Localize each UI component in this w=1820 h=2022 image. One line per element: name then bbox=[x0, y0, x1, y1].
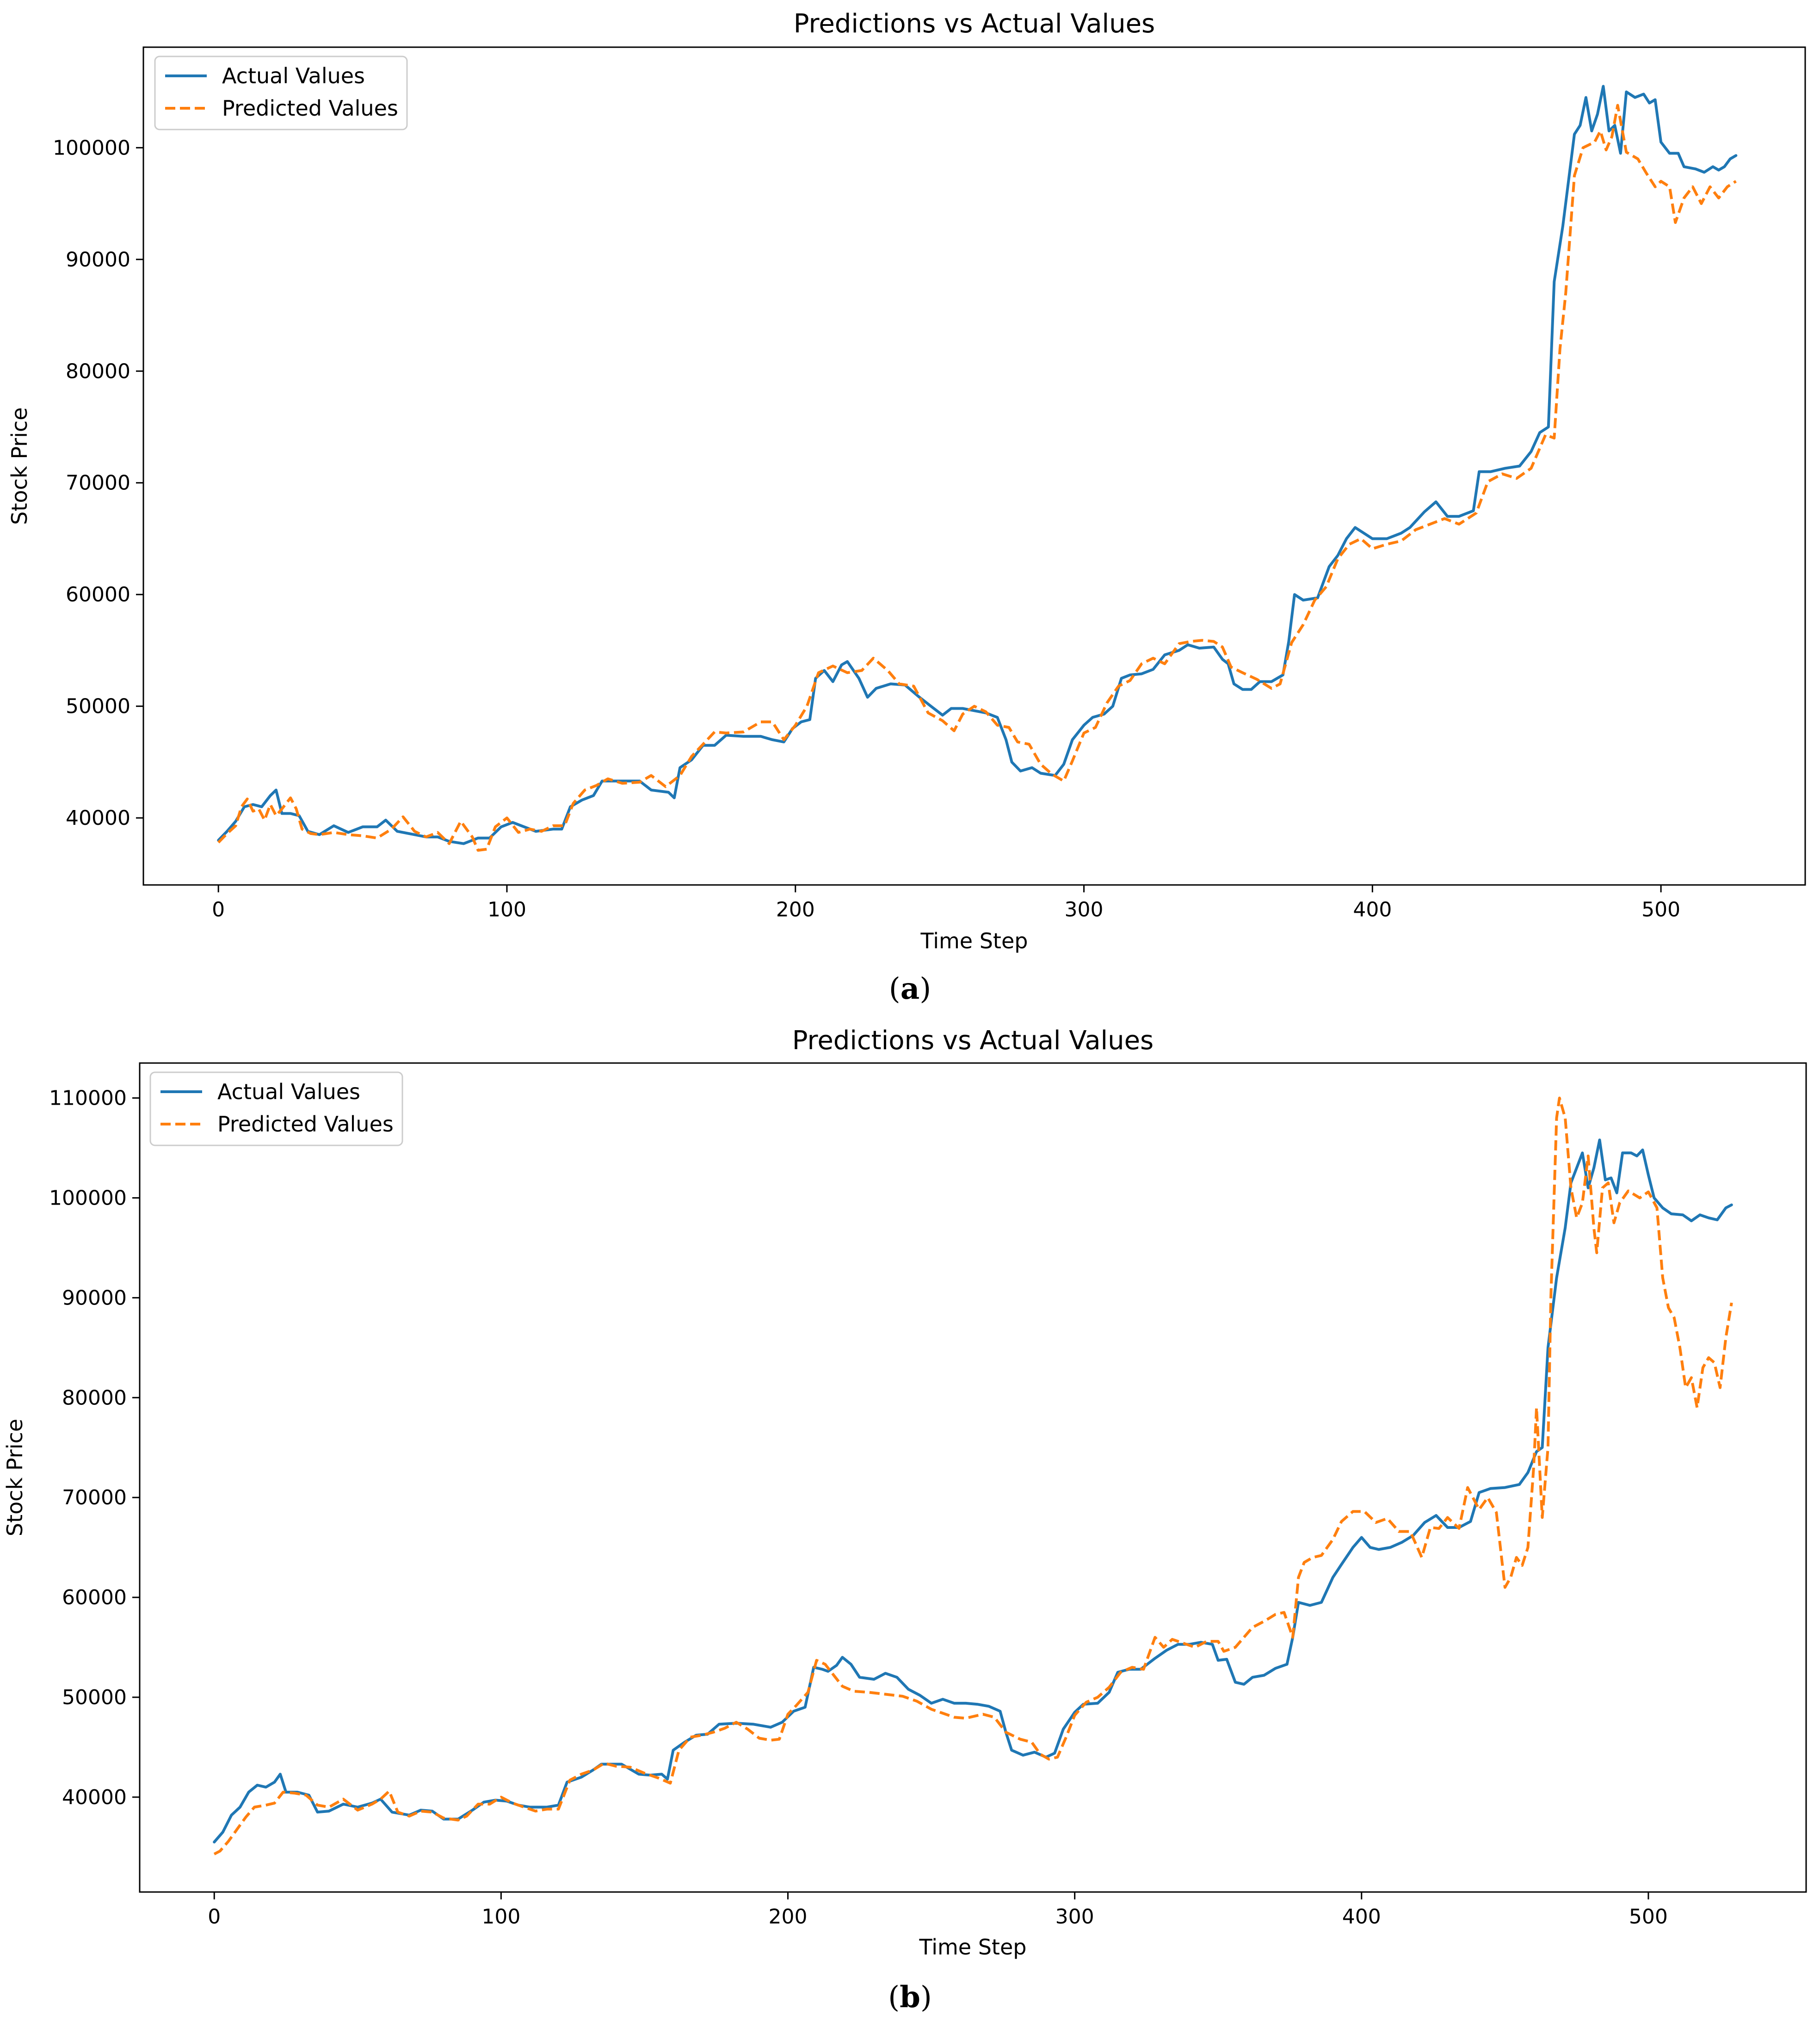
chart-b: Predictions vs Actual Values 0 100 200 300 40… bbox=[2, 1026, 1807, 1960]
y-tick-label: 80000 bbox=[66, 359, 130, 383]
chart-title: Predictions vs Actual Values bbox=[792, 1026, 1154, 1056]
y-tick-label: 50000 bbox=[66, 695, 130, 718]
legend: Actual Values Predicted Values bbox=[154, 56, 408, 130]
legend-label: Actual Values bbox=[222, 63, 365, 88]
x-axis-label: Time Step bbox=[920, 928, 1028, 953]
legend-label: Actual Values bbox=[217, 1079, 360, 1104]
y-tick-label: 110000 bbox=[49, 1087, 127, 1110]
plot-lines bbox=[217, 85, 1738, 852]
y-tick-label: 40000 bbox=[62, 1786, 127, 1809]
x-tick-label: 100 bbox=[481, 1905, 520, 1929]
x-tick-label: 300 bbox=[1055, 1905, 1094, 1929]
plot-lines bbox=[213, 1096, 1733, 1855]
y-tick-label: 70000 bbox=[62, 1486, 127, 1509]
series-line-predicted-values bbox=[217, 104, 1737, 852]
plot-frame bbox=[139, 1062, 1807, 1893]
y-axis-label: Stock Price bbox=[7, 407, 32, 525]
x-tick-label: 0 bbox=[208, 1905, 221, 1929]
chart-title: Predictions vs Actual Values bbox=[794, 9, 1155, 39]
y-tick-label: 90000 bbox=[66, 248, 130, 272]
series-line-actual-values bbox=[217, 85, 1738, 845]
y-tick-label: 60000 bbox=[66, 583, 130, 606]
x-tick-label: 400 bbox=[1342, 1905, 1381, 1929]
x-axis-label: Time Step bbox=[919, 1935, 1027, 1960]
y-tick-label: 60000 bbox=[62, 1586, 127, 1609]
y-tick-label: 80000 bbox=[62, 1386, 127, 1410]
y-tick-label: 40000 bbox=[66, 806, 130, 830]
caption-a: (a) bbox=[888, 971, 932, 1006]
series-line-actual-values bbox=[213, 1138, 1733, 1843]
y-tick-label: 70000 bbox=[66, 471, 130, 495]
x-tick-label: 200 bbox=[776, 898, 815, 921]
plot-frame bbox=[142, 46, 1806, 886]
x-tick-label: 100 bbox=[487, 898, 526, 921]
y-tick-label: 50000 bbox=[62, 1686, 127, 1709]
legend-box bbox=[149, 1071, 403, 1146]
y-axis-label: Stock Price bbox=[2, 1419, 27, 1536]
chart-a: Predictions vs Actual Values 0 100 200 300 40… bbox=[7, 9, 1806, 953]
legend-box bbox=[154, 56, 408, 130]
x-tick-label: 400 bbox=[1353, 898, 1392, 921]
x-tick-label: 500 bbox=[1629, 1905, 1668, 1929]
series-line-predicted-values bbox=[213, 1096, 1733, 1855]
legend-label: Predicted Values bbox=[217, 1112, 394, 1137]
y-tick-label: 100000 bbox=[49, 1186, 127, 1210]
legend-label: Predicted Values bbox=[222, 96, 398, 121]
x-tick-label: 300 bbox=[1065, 898, 1104, 921]
y-tick-label: 100000 bbox=[53, 136, 130, 160]
caption-b: (b) bbox=[888, 1980, 932, 2015]
x-tick-label: 0 bbox=[212, 898, 225, 921]
legend: Actual Values Predicted Values bbox=[149, 1071, 403, 1146]
y-tick-label: 90000 bbox=[62, 1286, 127, 1310]
x-tick-label: 200 bbox=[769, 1905, 808, 1929]
x-tick-label: 500 bbox=[1641, 898, 1680, 921]
